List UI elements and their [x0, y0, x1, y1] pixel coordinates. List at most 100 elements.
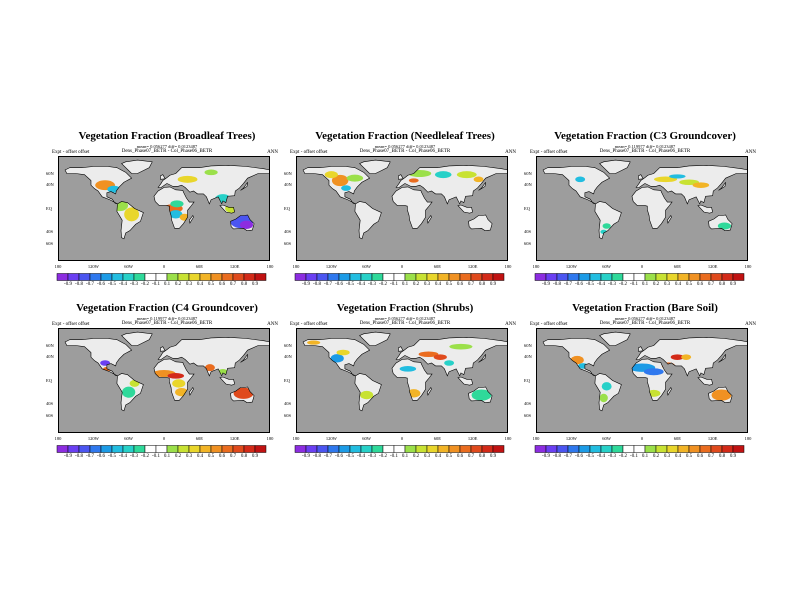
colorbar-tick-label: -0.1: [152, 282, 160, 287]
coastline: [457, 376, 474, 386]
lat-label: 40N: [46, 182, 54, 188]
colorbar-swatch: [111, 273, 124, 281]
colorbar-swatch: [144, 445, 157, 453]
colorbar-tick-label: -0.9: [64, 454, 72, 459]
world-map: [58, 328, 270, 433]
colorbar-swatch: [349, 445, 362, 453]
coastline: [718, 182, 726, 191]
panel-title: Vegetation Fraction (C3 Groundcover): [554, 130, 736, 142]
panel-broadleaf-trees: Vegetation Fraction (Broadleaf Trees) mea…: [46, 130, 282, 320]
anomaly-field: [575, 174, 732, 234]
coastline: [359, 331, 391, 346]
colorbar-swatch: [177, 273, 190, 281]
colorbar-labels: -0.9 -0.8 -0.7 -0.6 -0.5 -0.4 -0.3 -0.2 -0.1 0.1 0…: [290, 282, 520, 290]
colorbar: [534, 445, 745, 453]
colorbar-swatch: [567, 445, 580, 453]
panel-case: Dens_Phase07_BETR - Col_Phase06_BETR: [121, 321, 213, 326]
coastline: [391, 358, 433, 401]
landmass: [160, 346, 166, 352]
landmass: [398, 346, 404, 352]
map-frame: [58, 156, 270, 261]
colorbar-swatch: [338, 445, 351, 453]
colorbar-tick-label: 0.9: [729, 454, 737, 459]
lat-label: 40N: [46, 354, 54, 360]
lon-label: 180: [504, 264, 512, 269]
anomaly-patch: [643, 368, 664, 376]
colorbar-swatch: [111, 445, 124, 453]
colorbar-swatch: [600, 273, 613, 281]
lat-label: EQ: [284, 377, 290, 383]
world-map: [58, 156, 270, 261]
colorbar-swatch: [338, 273, 351, 281]
colorbar-labels: -0.9 -0.8 -0.7 -0.6 -0.5 -0.4 -0.3 -0.2 -0.1 0.1 0…: [530, 282, 760, 290]
panel-season: ANN: [745, 150, 756, 155]
colorbar-tick-label: -0.8: [313, 282, 321, 287]
lat-label: 60N: [524, 170, 532, 176]
colorbar-swatch: [655, 445, 668, 453]
lat-label: 60S: [284, 240, 292, 246]
landmass: [697, 377, 713, 386]
landmass: [667, 215, 672, 224]
colorbar-tick-label: -0.3: [608, 282, 616, 287]
colorbar-swatch: [545, 273, 558, 281]
colorbar-swatch: [371, 273, 384, 281]
lon-label: 60E: [673, 436, 681, 441]
colorbar-tick-label: -0.7: [324, 454, 332, 459]
anomaly-patch: [471, 389, 492, 401]
lon-label: 180: [292, 436, 300, 441]
colorbar-tick-label: 0.9: [489, 454, 497, 459]
panel-c4-groundcover: Vegetation Fraction (C4 Groundcover) mean…: [46, 302, 282, 492]
coastline: [398, 346, 404, 352]
colorbar-tick-label: 0.1: [163, 282, 171, 287]
anomaly-patch: [669, 174, 686, 179]
landmass: [359, 160, 391, 174]
coastline: [594, 373, 622, 412]
colorbar-tick-label: 0.8: [240, 282, 248, 287]
lat-label: EQ: [46, 205, 52, 211]
landmass: [359, 332, 391, 346]
panel-stats: mean= 0.119977 diff= 0.0123487: [614, 144, 676, 149]
colorbar-tick-label: 0.7: [229, 282, 237, 287]
colorbar-swatch: [589, 445, 602, 453]
colorbar-tick-label: -0.3: [130, 282, 138, 287]
colorbar-swatch: [360, 273, 373, 281]
colorbar-tick-label: -0.2: [141, 454, 149, 459]
colorbar-tick-label: -0.2: [379, 282, 387, 287]
anomaly-patch: [204, 364, 215, 372]
colorbar-swatch: [492, 445, 505, 453]
colorbar-tick-label: -0.4: [597, 282, 605, 287]
colorbar-tick-label: 0.4: [674, 282, 682, 287]
colorbar-swatch: [294, 273, 307, 281]
colorbar-tick-label: 0.3: [423, 282, 431, 287]
colorbar-tick-label: 0.8: [718, 282, 726, 287]
landmass: [391, 186, 433, 229]
coastline: [302, 338, 371, 377]
colorbar-tick-label: 0.7: [229, 454, 237, 459]
coastline: [667, 214, 672, 224]
colorbar-swatch: [56, 445, 69, 453]
colorbar: [56, 445, 267, 453]
panel-case: Dens_Phase07_BETR - Col_Phase06_BETR: [121, 149, 213, 154]
colorbar-swatch: [327, 273, 340, 281]
landmass: [478, 182, 486, 191]
anomaly-patch: [360, 390, 374, 400]
colorbar-swatch: [545, 445, 558, 453]
lat-label: EQ: [284, 205, 290, 211]
coastline: [189, 386, 194, 396]
anomaly-patch: [124, 207, 140, 222]
colorbar-swatch: [710, 445, 723, 453]
colorbar-swatch: [655, 273, 668, 281]
landmass: [631, 186, 673, 229]
landmass: [121, 160, 153, 174]
colorbar-swatch: [415, 273, 428, 281]
lat-label: 60N: [46, 170, 54, 176]
lat-label: 40S: [524, 228, 532, 234]
coastline: [116, 201, 144, 240]
lon-label: 60E: [433, 264, 441, 269]
coastline: [157, 165, 270, 205]
anomaly-patch: [418, 351, 439, 358]
coastline: [599, 159, 631, 174]
coastline: [631, 186, 673, 229]
landmass: [718, 354, 726, 363]
lon-label: 120W: [87, 264, 99, 269]
